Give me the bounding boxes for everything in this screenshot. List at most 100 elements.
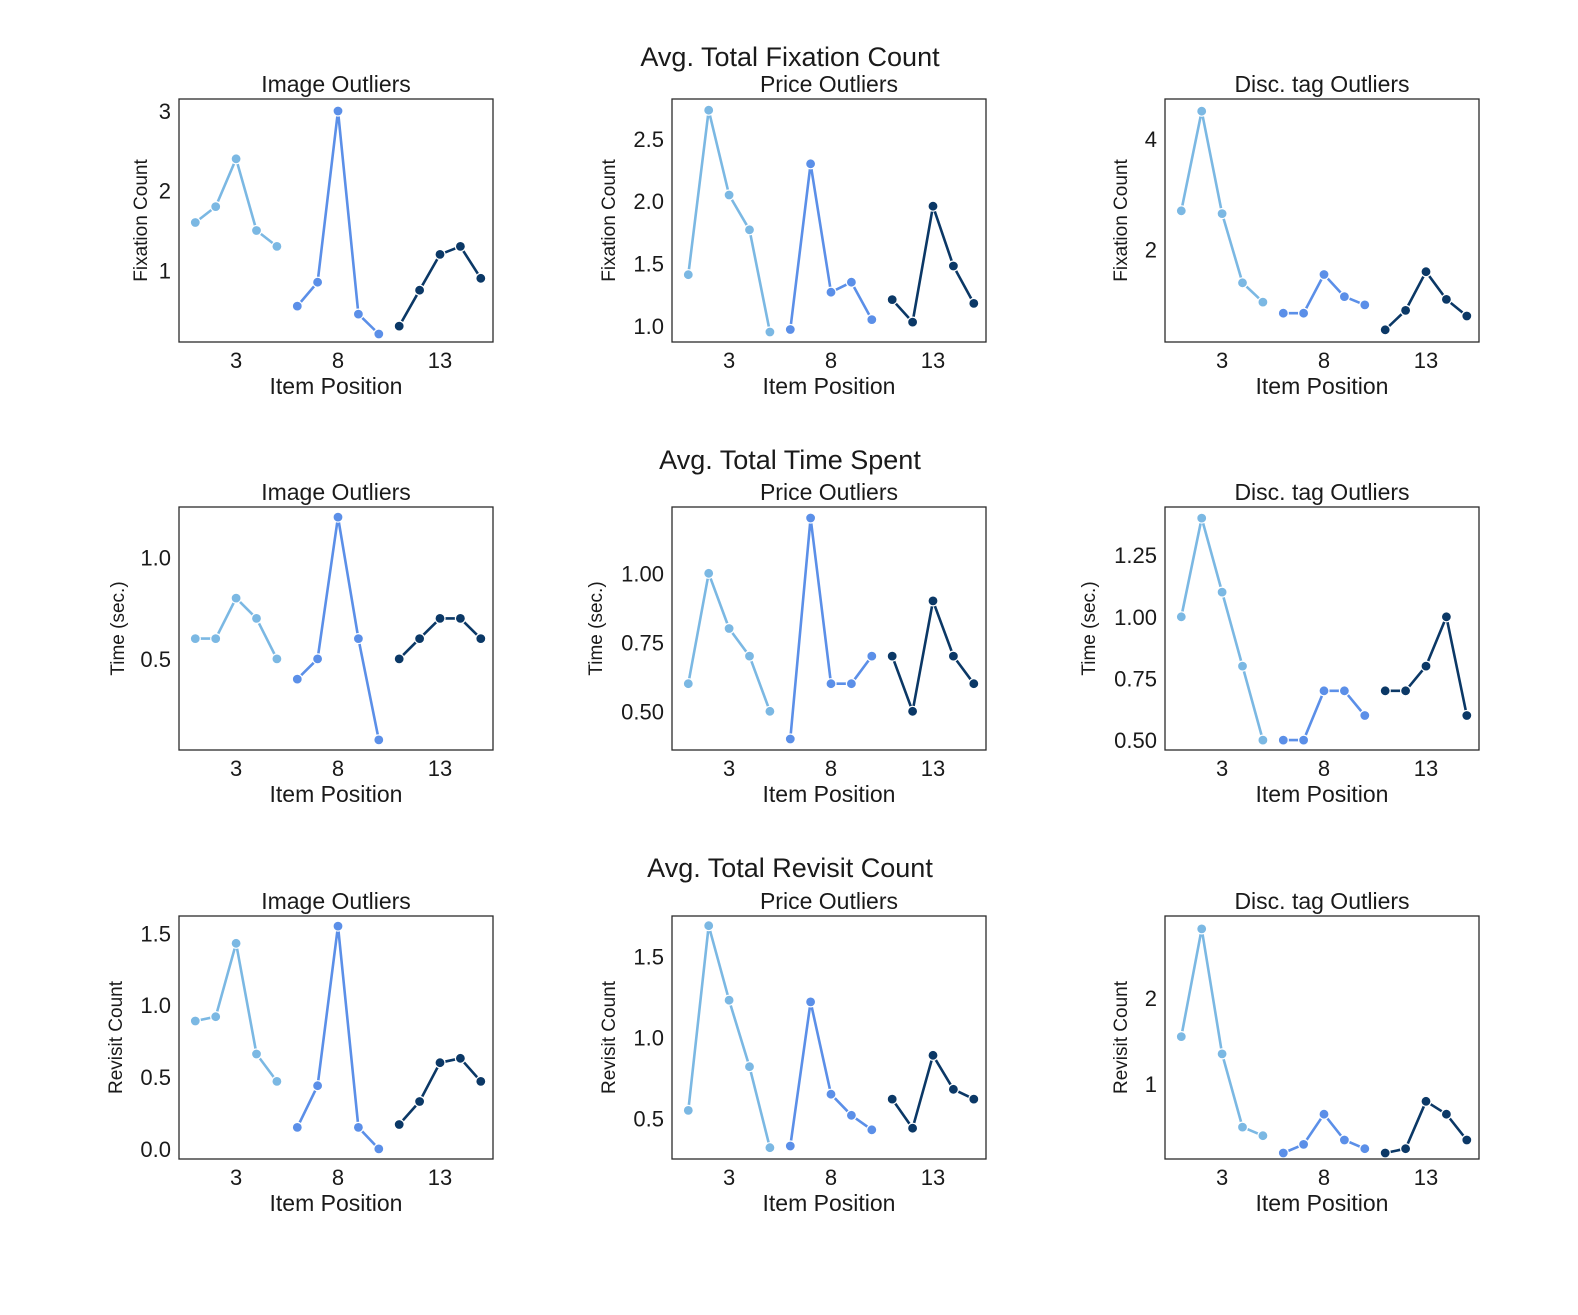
y-tick-label: 1.0: [140, 993, 171, 1018]
data-point: [475, 1075, 487, 1087]
x-tick-label: 13: [428, 348, 452, 373]
data-point: [1175, 1030, 1187, 1043]
data-point: [250, 1048, 263, 1060]
data-point: [1440, 611, 1452, 623]
series-line-segment_2: [789, 516, 873, 740]
data-point: [1318, 268, 1330, 281]
series-line-segment_3: [891, 1054, 975, 1130]
y-tick-label: 4: [1145, 127, 1157, 152]
x-tick-label: 3: [230, 1165, 242, 1190]
plot-area: 3 8 13 0.5 1.0: [140, 511, 487, 781]
data-point: [414, 1095, 426, 1108]
data-point: [764, 326, 776, 338]
data-point: [210, 633, 222, 645]
data-point: [1338, 291, 1350, 303]
data-point: [454, 240, 466, 252]
series-line-segment_2: [1283, 689, 1366, 742]
x-tick-label: 8: [825, 348, 837, 373]
data-point: [1318, 685, 1330, 697]
data-point: [764, 1142, 776, 1154]
y-tick-label: 1.0: [633, 1026, 664, 1051]
series-line-segment_2: [1282, 1112, 1366, 1155]
y-tick-label: 2.5: [633, 127, 664, 152]
data-point: [907, 705, 919, 717]
data-point: [1420, 1095, 1432, 1107]
series-line-segment_1: [194, 157, 278, 248]
x-tick-label: 8: [332, 1165, 344, 1190]
x-axis-label: Item Position: [1256, 781, 1389, 807]
data-point: [927, 1049, 939, 1061]
data-point: [291, 673, 303, 685]
x-axis-label: Item Position: [1256, 1190, 1389, 1216]
data-point: [743, 1061, 756, 1073]
data-point: [1216, 207, 1228, 220]
data-point: [1196, 512, 1208, 524]
data-point: [947, 260, 959, 272]
y-tick-label: 2: [1145, 238, 1157, 263]
data-point: [805, 996, 817, 1008]
axes-frame: [1164, 506, 1480, 751]
data-point: [845, 678, 857, 690]
x-tick-label: 8: [825, 1165, 837, 1190]
data-point: [271, 240, 283, 252]
data-point: [454, 612, 466, 625]
data-point: [1298, 1138, 1310, 1150]
data-point: [886, 294, 898, 306]
panel-price-outliers: Price Outliers 3 8 13 0.50 0.75 1.00 Item Pos…: [586, 479, 987, 807]
series-line-segment_3: [398, 617, 482, 660]
axes-frame: [1164, 915, 1480, 1160]
x-tick-label: 13: [428, 756, 452, 781]
data-point: [434, 248, 446, 260]
data-point: [886, 650, 898, 662]
data-point: [1277, 307, 1289, 319]
data-point: [743, 224, 756, 236]
panel-title: Disc. tag Outliers: [1234, 479, 1409, 505]
data-point: [1298, 734, 1310, 746]
data-point: [1196, 105, 1208, 117]
data-point: [312, 1080, 324, 1092]
data-point: [825, 286, 837, 298]
y-tick-label: 2: [1145, 986, 1157, 1011]
series-line-segment_2: [296, 924, 380, 1150]
row-title: Avg. Total Fixation Count: [640, 42, 940, 72]
data-point: [682, 269, 694, 281]
data-point: [210, 200, 222, 213]
y-tick-label: 0.5: [140, 1065, 171, 1090]
panel-title: Price Outliers: [760, 71, 898, 97]
data-point: [434, 1057, 446, 1069]
panel-title: Image Outliers: [261, 71, 411, 97]
axes-frame: [178, 98, 494, 343]
data-point: [1338, 685, 1350, 697]
series-line-segment_3: [890, 599, 975, 713]
data-point: [1379, 1147, 1391, 1159]
x-axis-label: Item Position: [763, 781, 896, 807]
data-point: [312, 653, 324, 665]
y-tick-label: 1.0: [140, 546, 171, 571]
data-point: [393, 1118, 405, 1131]
y-tick-label: 2: [159, 179, 171, 204]
series-line-segment_1: [687, 924, 772, 1149]
data-point: [189, 633, 201, 645]
data-point: [764, 705, 776, 717]
panel-image-outliers: Image Outliers 3 8 13 1 2 3 Item Position Fix…: [131, 71, 494, 399]
data-point: [271, 653, 283, 665]
data-point: [352, 1121, 364, 1133]
data-point: [968, 1093, 980, 1105]
data-point: [414, 284, 426, 296]
data-point: [373, 328, 385, 340]
series-line-segment_1: [195, 596, 279, 660]
plot-area: 3 8 13 0.5 1.0 1.5: [633, 920, 980, 1190]
x-tick-label: 13: [428, 1165, 452, 1190]
data-point: [210, 1011, 222, 1023]
data-point: [454, 1052, 466, 1064]
y-tick-label: 3: [159, 99, 171, 124]
x-tick-label: 8: [1318, 756, 1330, 781]
data-point: [1400, 685, 1412, 697]
x-tick-label: 8: [1318, 1165, 1330, 1190]
series-line-segment_1: [1180, 927, 1264, 1137]
series-line-segment_1: [687, 572, 772, 712]
data-point: [271, 1075, 283, 1087]
y-tick-label: 0.0: [140, 1137, 171, 1162]
panel-image-outliers: Image Outliers 3 8 13 0.0 0.5 1.0 1.5 Item Pos…: [106, 888, 494, 1216]
